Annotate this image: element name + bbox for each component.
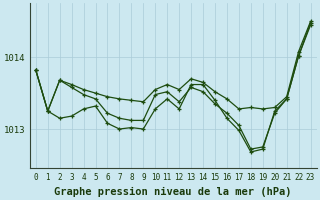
X-axis label: Graphe pression niveau de la mer (hPa): Graphe pression niveau de la mer (hPa) [54, 186, 292, 197]
